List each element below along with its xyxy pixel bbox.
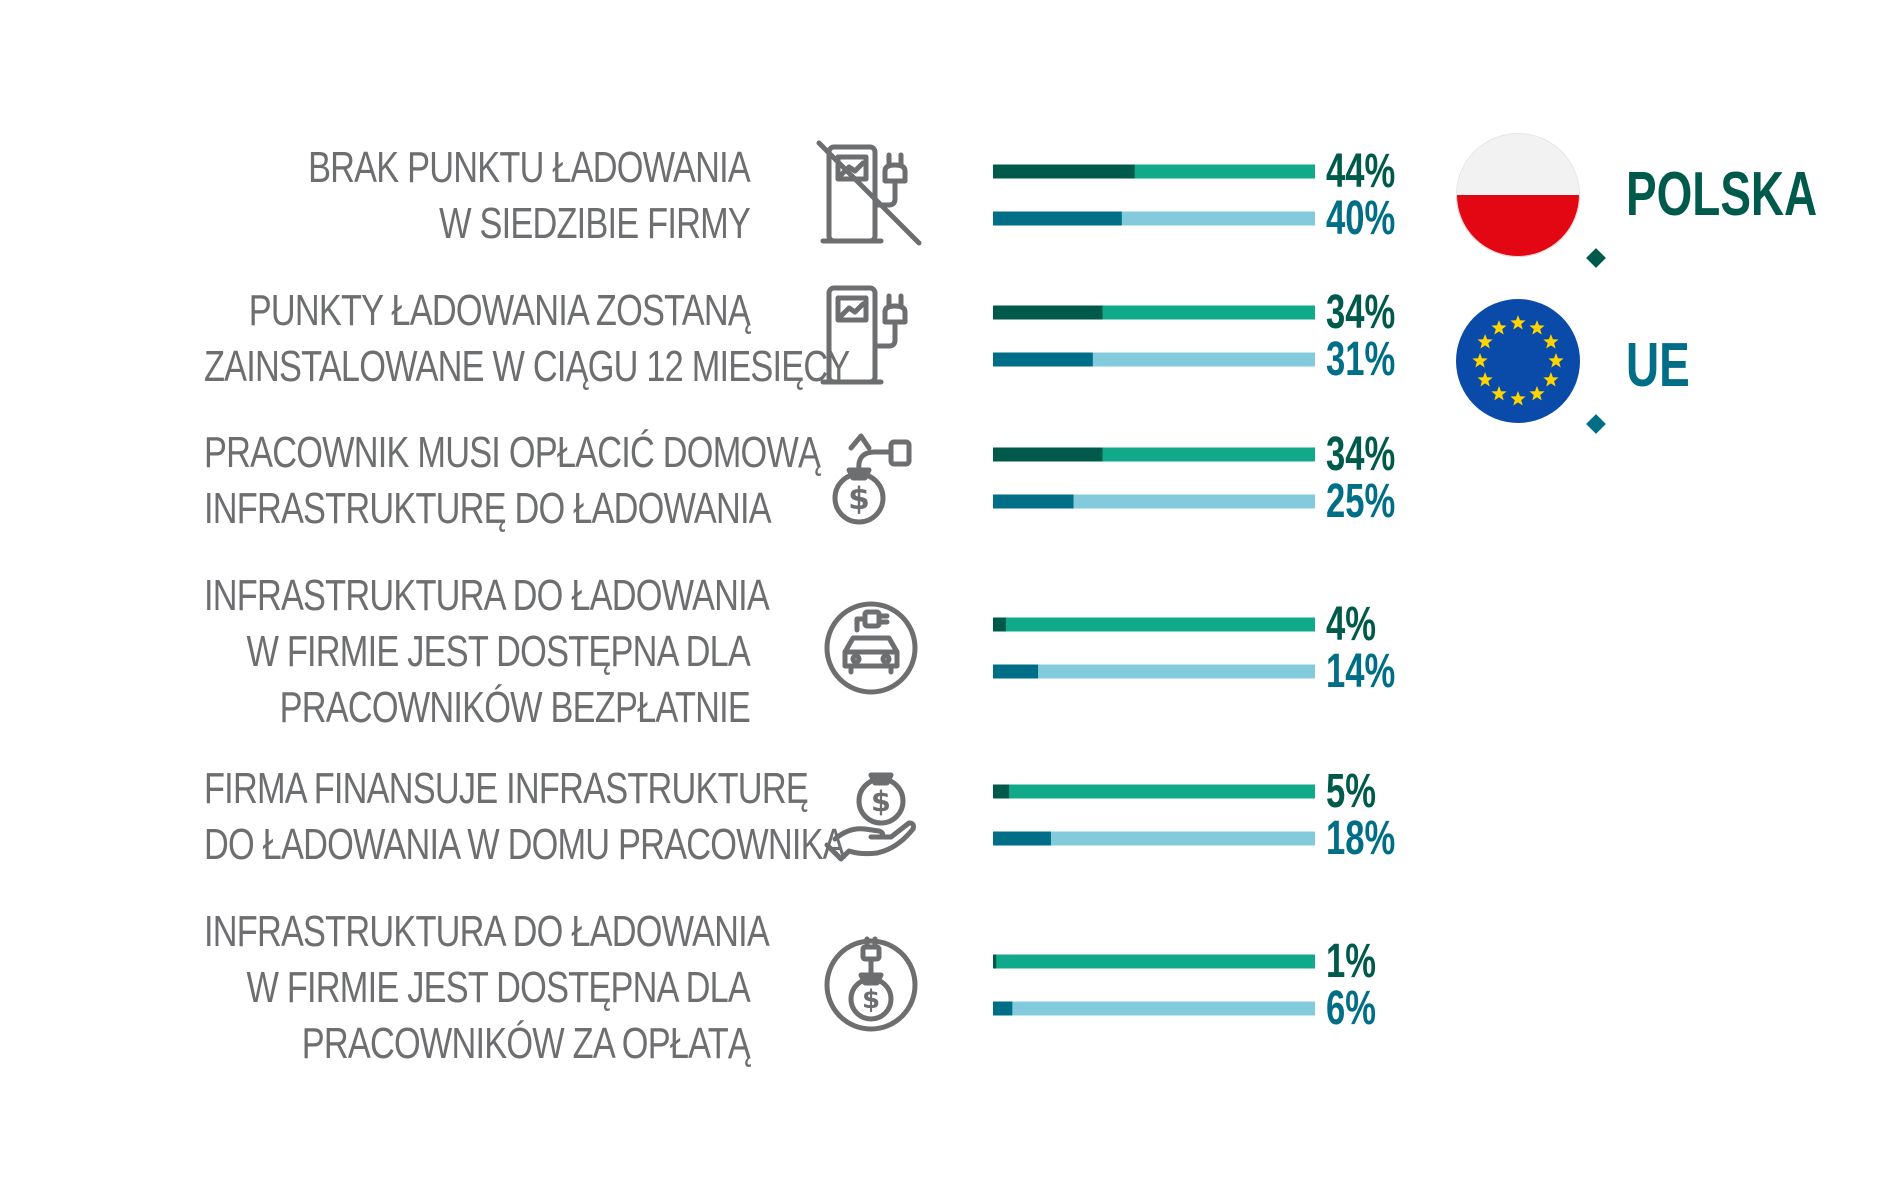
value-label-pl-0: 44% (1326, 144, 1396, 198)
category-label-line: PRACOWNIK MUSI OPŁACIĆ DOMOWĄ (204, 428, 821, 477)
category-label-0: BRAK PUNKTU ŁADOWANIA W SIEDZIBIE FIRMY (204, 140, 751, 252)
no-charger-icon (816, 140, 922, 246)
value-label-ue-5: 6% (1326, 981, 1376, 1035)
svg-text:$: $ (848, 481, 870, 517)
category-label-line: ZAINSTALOWANE W CIĄGU 12 MIESIĘCY (204, 342, 850, 391)
bar-pl-3 (993, 617, 1006, 632)
bar-pl-2 (993, 447, 1103, 462)
hand-money-bag-icon: $ (824, 772, 916, 862)
category-label-line: W SIEDZIBIE FIRMY (439, 199, 751, 248)
svg-text:$: $ (862, 985, 880, 1015)
value-label-pl-5: 1% (1326, 934, 1376, 988)
legend-label-pl: POLSKA (1626, 160, 1818, 229)
category-label-3: INFRASTRUKTURA DO ŁADOWANIA W FIRMIE JEST… (204, 568, 770, 736)
category-label-2: PRACOWNIK MUSI OPŁACIĆ DOMOWĄ INFRASTRUKT… (204, 425, 821, 537)
car-plug-icon (824, 601, 918, 695)
money-bag-plug-icon: $ (832, 433, 912, 525)
charging-station-icon (820, 285, 908, 385)
bar-track-pl-5 (993, 954, 1315, 969)
eu-flag-icon (1456, 299, 1580, 423)
legend-marker-pl (1586, 248, 1606, 268)
bar-pl-4 (993, 784, 1010, 799)
bar-track-ue-3 (993, 664, 1315, 679)
bar-pl-1 (993, 305, 1103, 320)
bar-ue-4 (993, 831, 1051, 846)
value-label-pl-2: 34% (1326, 427, 1396, 481)
category-label-line: PUNKTY ŁADOWANIA ZOSTANĄ (248, 286, 751, 335)
category-label-line: INFRASTRUKTURĘ DO ŁADOWANIA (204, 484, 772, 533)
bar-track-ue-5 (993, 1001, 1315, 1016)
category-label-line: DO ŁADOWANIA W DOMU PRACOWNIKA (204, 820, 846, 869)
category-label-4: FIRMA FINANSUJE INFRASTRUKTURĘ DO ŁADOWAN… (204, 761, 846, 873)
bar-pl-0 (993, 164, 1135, 179)
category-label-line: PRACOWNIKÓW ZA OPŁATĄ (301, 1019, 751, 1068)
svg-text:$: $ (871, 784, 891, 818)
category-label-line: BRAK PUNKTU ŁADOWANIA (308, 143, 751, 192)
value-label-pl-3: 4% (1326, 597, 1376, 651)
legend-label-ue: UE (1626, 331, 1690, 400)
value-label-ue-0: 40% (1326, 191, 1396, 245)
value-label-ue-2: 25% (1326, 474, 1396, 528)
value-label-ue-1: 31% (1326, 332, 1396, 386)
bar-pl-5 (993, 954, 997, 969)
category-label-line: INFRASTRUKTURA DO ŁADOWANIA (204, 571, 770, 620)
bar-ue-5 (993, 1001, 1013, 1016)
category-label-line: W FIRMIE JEST DOSTĘPNA DLA (246, 627, 750, 676)
value-label-ue-3: 14% (1326, 644, 1396, 698)
plug-money-bag-icon: $ (824, 936, 918, 1032)
category-label-5: INFRASTRUKTURA DO ŁADOWANIA W FIRMIE JEST… (204, 904, 770, 1072)
bar-ue-0 (993, 211, 1122, 226)
legend-marker-ue (1586, 414, 1606, 434)
value-label-ue-4: 18% (1326, 811, 1396, 865)
bar-ue-1 (993, 352, 1093, 367)
bar-track-pl-4 (993, 784, 1315, 799)
bar-ue-2 (993, 494, 1074, 509)
category-label-line: INFRASTRUKTURA DO ŁADOWANIA (204, 907, 770, 956)
bar-track-ue-4 (993, 831, 1315, 846)
category-label-line: W FIRMIE JEST DOSTĘPNA DLA (246, 963, 750, 1012)
category-label-1: PUNKTY ŁADOWANIA ZOSTANĄ ZAINSTALOWANE W … (204, 283, 850, 395)
value-label-pl-4: 5% (1326, 764, 1376, 818)
value-label-pl-1: 34% (1326, 285, 1396, 339)
bar-ue-3 (993, 664, 1039, 679)
category-label-line: FIRMA FINANSUJE INFRASTRUKTURĘ (204, 764, 809, 813)
poland-flag-icon (1456, 133, 1580, 257)
category-label-line: PRACOWNIKÓW BEZPŁATNIE (279, 683, 751, 732)
bar-track-pl-3 (993, 617, 1315, 632)
